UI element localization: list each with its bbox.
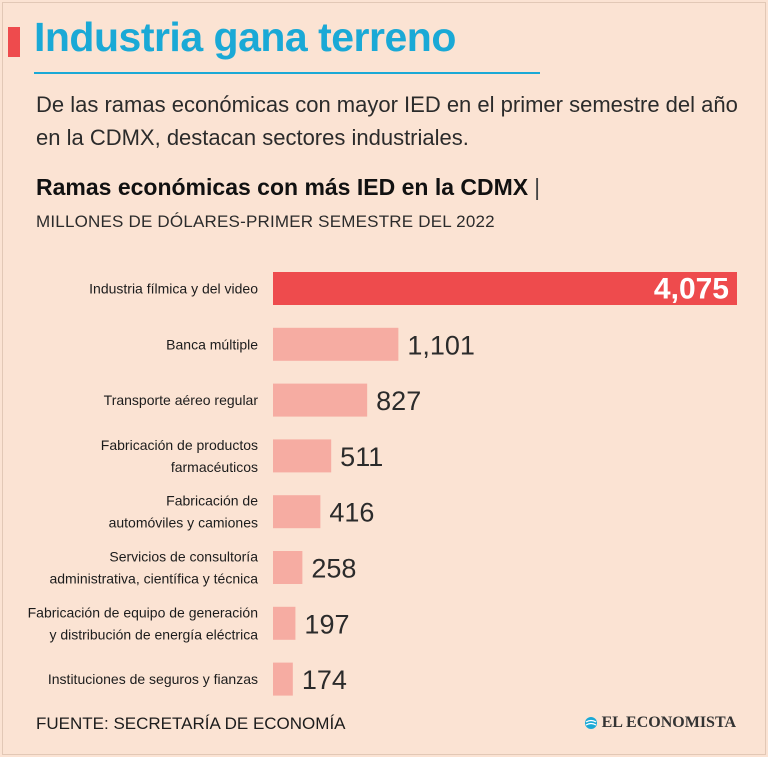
bar-5	[273, 551, 303, 584]
category-label-5-1: administrativa, científica y técnica	[49, 571, 258, 587]
category-label-3-1: farmacéuticos	[171, 459, 258, 475]
bar-0	[273, 272, 737, 305]
bar-7	[273, 662, 293, 696]
brand-name: EL ECONOMISTA	[601, 714, 736, 731]
chart-title-text: Ramas económicas con más IED en la CDMX	[36, 174, 529, 200]
chart-title-separator: |	[534, 174, 541, 200]
category-label-7-0: Instituciones de seguros y fianzas	[48, 671, 258, 687]
value-label-3: 511	[340, 442, 383, 472]
bar-2	[273, 383, 368, 417]
value-label-7: 174	[302, 665, 347, 695]
category-label-4-0: Fabricación de	[166, 493, 258, 509]
value-label-4: 416	[329, 498, 374, 528]
bar-4	[273, 495, 321, 529]
page-title: Industria gana terreno	[34, 14, 456, 60]
category-label-3-0: Fabricación de productos	[101, 437, 258, 453]
bar-1	[273, 327, 399, 361]
bar-chart: 4,075 Industria fílmica y del video 1,101 B…	[28, 272, 737, 696]
brand-logo: EL ECONOMISTA	[584, 714, 736, 732]
value-label-0: 4,075	[654, 273, 729, 306]
value-label-5: 258	[311, 554, 356, 584]
category-label-2-0: Transporte aéreo regular	[104, 392, 259, 408]
page-subtitle: De las ramas económicas con mayor IED en…	[36, 92, 738, 150]
value-label-6: 197	[304, 609, 349, 639]
source-note: FUENTE: SECRETARÍA DE ECONOMÍA	[36, 714, 346, 733]
chart-title: Ramas económicas con más IED en la CDMX |	[36, 174, 540, 201]
title-accent-bar	[8, 27, 20, 57]
category-label-5-0: Servicios de consultoría	[109, 549, 258, 565]
bar-3	[273, 439, 332, 473]
category-label-6-1: y distribución de energía eléctrica	[49, 626, 258, 642]
title-underline	[34, 72, 540, 74]
category-label-0-0: Industria fílmica y del video	[89, 281, 258, 297]
chart-subtitle: MILLONES DE DÓLARES-PRIMER SEMESTRE DEL …	[36, 212, 495, 231]
category-label-1-0: Banca múltiple	[166, 336, 258, 352]
category-label-4-1: automóviles y camiones	[109, 515, 258, 531]
value-label-1: 1,101	[407, 330, 475, 360]
category-label-6-0: Fabricación de equipo de generación	[28, 604, 258, 620]
value-label-2: 827	[376, 386, 421, 416]
globe-icon	[584, 717, 597, 729]
bar-6	[273, 606, 296, 640]
